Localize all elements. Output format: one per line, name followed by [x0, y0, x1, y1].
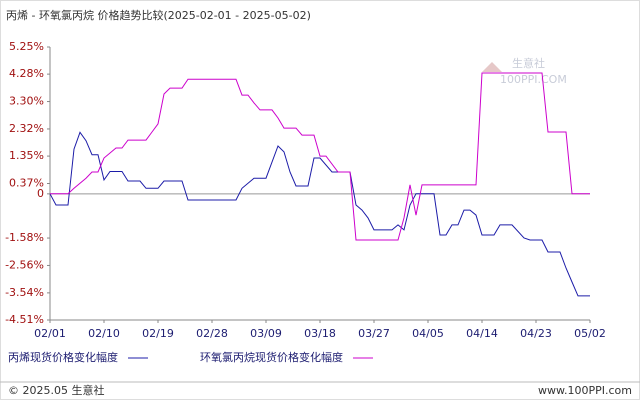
- y-tick-label: -3.54%: [5, 286, 44, 299]
- footer-right: www.100PPI.com: [538, 384, 632, 397]
- chart-title: 丙烯 - 环氧氯丙烷 价格趋势比较(2025-02-01 - 2025-05-0…: [6, 8, 311, 22]
- footer-left: © 2025.05 生意社: [8, 383, 104, 397]
- x-tick-label: 03/09: [250, 327, 282, 340]
- x-tick-label: 02/01: [34, 327, 66, 340]
- watermark-icon: [482, 62, 502, 72]
- x-tick-label: 03/27: [358, 327, 390, 340]
- y-tick-label: 5.25%: [9, 40, 44, 53]
- y-tick-label: 4.28%: [9, 67, 44, 80]
- y-tick-label: 1.35%: [9, 149, 44, 162]
- watermark: 生意社: [512, 56, 545, 70]
- y-tick-label: -1.58%: [5, 231, 44, 244]
- y-tick-label: 0: [37, 187, 44, 200]
- x-tick-label: 05/02: [574, 327, 606, 340]
- y-tick-label: -4.51%: [5, 313, 44, 326]
- y-tick-label: 0.37%: [9, 177, 44, 190]
- y-tick-label: 3.30%: [9, 95, 44, 108]
- legend-label: 环氧氯丙烷现货价格变化幅度: [200, 350, 343, 364]
- series-line: [50, 72, 590, 241]
- x-tick-label: 02/28: [196, 327, 228, 340]
- x-tick-label: 02/10: [88, 327, 120, 340]
- legend-label: 丙烯现货价格变化幅度: [8, 350, 118, 364]
- x-tick-label: 04/14: [466, 327, 498, 340]
- x-tick-label: 04/23: [520, 327, 552, 340]
- y-tick-label: -2.56%: [5, 258, 44, 271]
- y-tick-label: 2.32%: [9, 122, 44, 135]
- x-tick-label: 02/19: [142, 327, 174, 340]
- x-tick-label: 03/18: [304, 327, 336, 340]
- watermark: 100PPI.COM: [500, 73, 567, 86]
- x-tick-label: 04/05: [412, 327, 444, 340]
